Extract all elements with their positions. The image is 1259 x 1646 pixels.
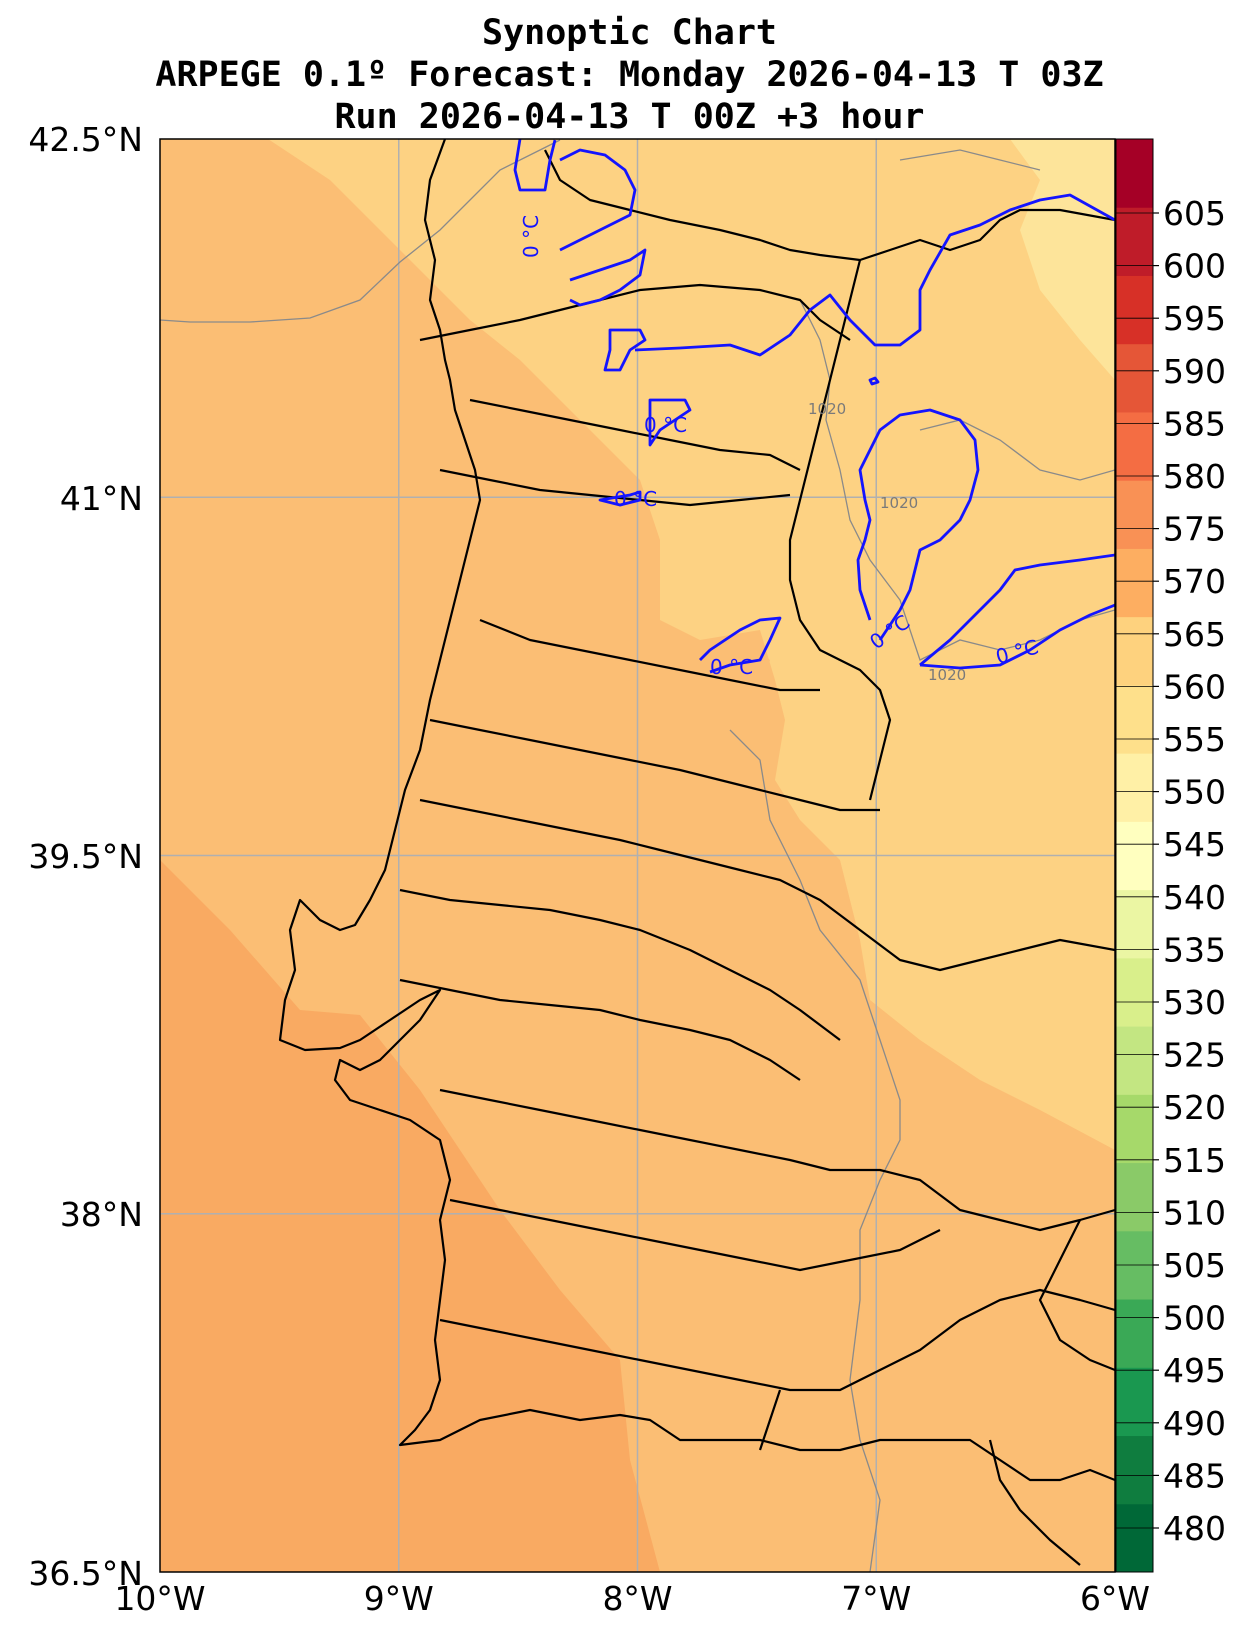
lon-label: 6°W <box>1080 1579 1150 1618</box>
colorbar-tick-label: 545 <box>1163 825 1226 864</box>
isobar-label: 1020 <box>928 666 966 684</box>
lon-labels: 10°W 9°W 8°W 7°W 6°W <box>114 1579 1150 1618</box>
colorbar-tick-label: 485 <box>1163 1456 1226 1495</box>
colorbar-tick-label: 575 <box>1163 510 1226 549</box>
lat-labels: 42.5°N 41°N 39.5°N 38°N 36.5°N <box>28 120 143 1593</box>
colorbar-segment <box>1116 1367 1153 1437</box>
isotherm-label: 0 °C <box>644 413 687 437</box>
colorbar-tick-label: 490 <box>1163 1404 1226 1443</box>
colorbar-tick-label: 540 <box>1163 878 1226 917</box>
colorbar-tick-label: 550 <box>1163 773 1226 812</box>
colorbar-tick-label: 555 <box>1163 720 1226 759</box>
colorbar-tick-label: 535 <box>1163 930 1226 969</box>
colorbar-segment <box>1116 1299 1153 1368</box>
thickness-fill-warmest <box>160 860 660 1572</box>
colorbar-segment <box>1116 1435 1153 1505</box>
colorbar-segment <box>1116 1026 1153 1095</box>
thickness-fill-mid <box>268 139 1115 1150</box>
gridlines <box>160 139 1115 1572</box>
colorbar-segment <box>1116 548 1153 618</box>
colorbar-tick-label: 525 <box>1163 1036 1226 1075</box>
lat-label: 36.5°N <box>28 1554 143 1593</box>
colorbar: 480 485 490 495 500 505 510 515 520 525 530 535 540 5… <box>1115 138 1226 1573</box>
lon-label: 8°W <box>602 1579 672 1618</box>
map-frame <box>159 138 1116 1573</box>
colorbar-tick-label: 585 <box>1163 404 1226 443</box>
colorbar-tick-label: 570 <box>1163 562 1226 601</box>
colorbar-frame <box>1115 138 1154 1573</box>
colorbar-tick-label: 495 <box>1163 1351 1226 1390</box>
colorbar-tick-label: 595 <box>1163 299 1226 338</box>
isotherm-label: 0 °C <box>710 655 753 679</box>
colorbar-tick-label: 605 <box>1163 194 1226 233</box>
lon-label: 9°W <box>364 1579 434 1618</box>
isobar-label: 1020 <box>808 400 846 418</box>
colorbar-segment <box>1116 753 1153 822</box>
lon-label: 10°W <box>114 1579 205 1618</box>
colorbar-segment <box>1116 957 1153 1027</box>
colorbar-tick-label: 500 <box>1163 1299 1226 1338</box>
isotherm-label: 0 °C <box>519 215 543 258</box>
chart-subtitle-run: Run 2026-04-13 T 00Z +3 hour <box>334 97 925 137</box>
colorbar-segment <box>1116 207 1153 276</box>
thickness-fill-light <box>1010 139 1115 380</box>
lat-label: 39.5°N <box>28 837 143 876</box>
chart-subtitle-forecast: ARPEGE 0.1º Forecast: Monday 2026-04-13 … <box>155 55 1104 95</box>
coastline-borders <box>278 139 1115 1566</box>
colorbar-tick-label: 580 <box>1163 457 1226 496</box>
colorbar-segment <box>1116 889 1153 959</box>
colorbar-segment <box>1116 480 1153 549</box>
isotherm-0c <box>513 139 1115 674</box>
isobar-label: 1020 <box>880 494 918 512</box>
colorbar-tick-label: 530 <box>1163 983 1226 1022</box>
colorbar-segment <box>1116 684 1153 754</box>
colorbar-segment <box>1116 1094 1153 1164</box>
colorbar-segment <box>1116 343 1153 413</box>
colorbar-tick-label: 505 <box>1163 1246 1226 1285</box>
colorbar-tick-label: 515 <box>1163 1141 1226 1180</box>
colorbar-tick-label: 520 <box>1163 1088 1226 1127</box>
colorbar-segment <box>1116 275 1153 345</box>
colorbar-segment <box>1116 139 1153 208</box>
colorbar-tick-label: 560 <box>1163 667 1226 706</box>
colorbar-segment <box>1116 616 1153 686</box>
colorbar-tick-label: 590 <box>1163 352 1226 391</box>
colorbar-tick-label: 565 <box>1163 615 1226 654</box>
colorbar-segment <box>1116 1503 1153 1573</box>
lat-label: 41°N <box>60 479 143 518</box>
colorbar-segment <box>1116 411 1153 481</box>
lat-label: 38°N <box>60 1195 143 1234</box>
colorbar-segment <box>1116 821 1153 891</box>
chart-title: Synoptic Chart <box>481 13 777 53</box>
colorbar-tick-label: 600 <box>1163 247 1226 286</box>
lon-label: 7°W <box>841 1579 911 1618</box>
colorbar-segment <box>1116 1162 1153 1232</box>
colorbar-tick-label: 510 <box>1163 1193 1226 1232</box>
lat-label: 42.5°N <box>28 120 143 159</box>
isotherm-label: 0 °C <box>614 487 657 511</box>
map-area: 0 °C 0 °C 0 °C 0 °C 0 °C 0 °C 1020 1020 … <box>160 139 1115 1572</box>
colorbar-tick-label: 480 <box>1163 1509 1226 1548</box>
